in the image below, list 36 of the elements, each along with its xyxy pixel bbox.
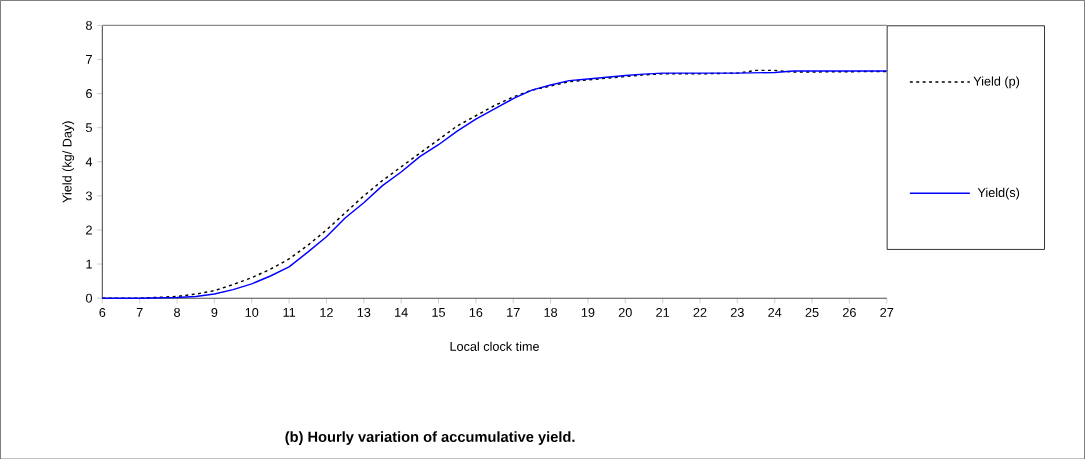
x-tick-label: 22 <box>693 307 707 317</box>
legend-label: Yield (p) <box>973 76 1020 88</box>
x-tick-label: 17 <box>507 307 520 317</box>
x-tick-label: 15 <box>432 307 446 317</box>
y-tick-label: 4 <box>85 157 93 166</box>
y-tick-label: 1 <box>86 259 92 269</box>
y-tick-label: 8 <box>86 20 92 30</box>
y-tick-label: 2 <box>86 225 92 235</box>
x-tick-label: 6 <box>99 307 106 317</box>
x-tick-label: 10 <box>245 307 259 317</box>
x-tick-label: 20 <box>618 307 632 317</box>
legend-label: Yield(s) <box>977 187 1020 200</box>
x-tick-label: 7 <box>136 307 143 317</box>
x-tick-label: 12 <box>320 307 333 317</box>
x-axis-title: Local clock time <box>450 341 539 351</box>
y-tick-label: 7 <box>86 54 92 64</box>
x-tick-label: 21 <box>656 307 670 317</box>
y-tick-label: 3 <box>85 191 92 201</box>
x-tick-label: 26 <box>842 307 856 317</box>
x-tick-label: 23 <box>730 307 744 317</box>
y-tick-label: 6 <box>86 88 92 98</box>
y-axis-title: Yield (kg/ Day) <box>62 121 75 203</box>
text: (b) Hourly variation of accumulative yield. <box>285 431 575 445</box>
x-tick-label: 24 <box>768 307 782 317</box>
x-tick-label: 11 <box>283 307 296 317</box>
x-tick-label: 25 <box>805 307 819 317</box>
x-tick-label: 27 <box>880 307 894 317</box>
x-tick-label: 13 <box>357 307 371 317</box>
x-tick-label: 19 <box>581 307 595 317</box>
y-tick-label: 0 <box>85 293 93 303</box>
x-tick-label: 8 <box>174 307 181 317</box>
y-tick-label: 5 <box>85 123 92 132</box>
x-tick-label: 9 <box>211 307 218 317</box>
x-tick-label: 16 <box>469 307 483 317</box>
x-tick-label: 18 <box>544 307 558 317</box>
x-tick-label: 14 <box>395 307 408 317</box>
